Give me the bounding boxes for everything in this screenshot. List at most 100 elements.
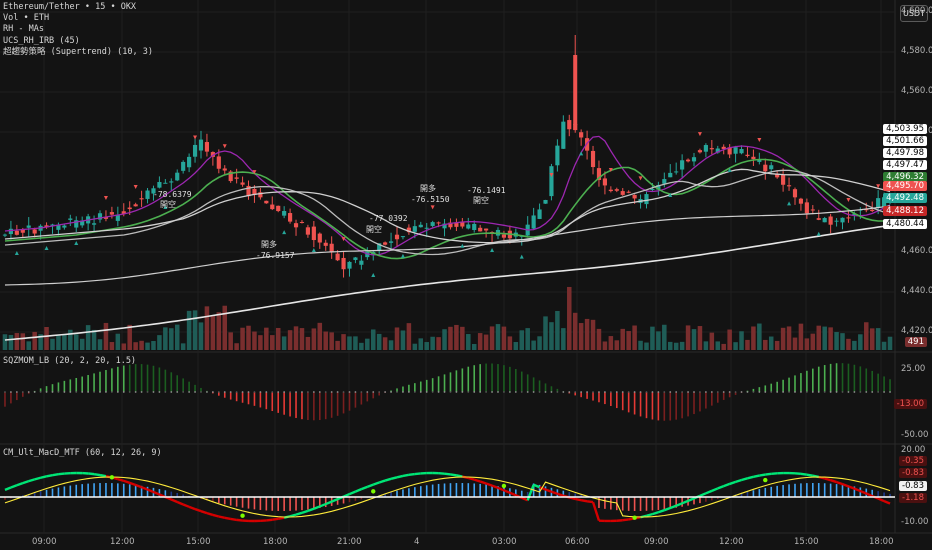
ucs-indicator-title[interactable]: UCS_RH_IRB (45) — [3, 35, 80, 46]
squeeze-dot — [253, 391, 256, 393]
volume-bar — [584, 318, 590, 350]
squeeze-dot — [467, 391, 470, 393]
volume-bar — [673, 342, 679, 350]
macd-line — [147, 488, 154, 494]
squeeze-dot — [889, 391, 891, 393]
macd-line — [402, 473, 410, 478]
time-axis-label: 12:00 — [719, 537, 744, 547]
squeeze-dot — [164, 391, 167, 393]
squeeze-bar — [10, 392, 12, 404]
candle — [757, 159, 762, 162]
squeeze-dot — [811, 391, 814, 393]
signal-line — [4, 476, 891, 518]
macd-tag: -0.83 — [899, 481, 927, 491]
price-tag: 4,497.47 — [883, 160, 927, 170]
volume-bar — [709, 332, 715, 350]
buy-marker — [727, 168, 732, 172]
squeeze-dot — [342, 391, 345, 393]
macd-histogram-bar — [336, 497, 339, 505]
volume-bar — [44, 326, 49, 350]
macd-histogram-bar — [627, 497, 630, 511]
squeeze-bar — [414, 383, 416, 392]
volume-bar — [347, 336, 352, 350]
macd-histogram-bar — [307, 497, 309, 510]
candle — [163, 182, 168, 184]
macd-histogram-bar — [414, 487, 416, 497]
candle — [246, 185, 251, 197]
squeeze-bar — [734, 392, 737, 395]
macd-histogram-bar — [122, 483, 125, 497]
squeeze-bar — [170, 372, 173, 392]
squeeze-dot — [657, 391, 660, 393]
buy-marker — [668, 193, 673, 197]
squeeze-dot — [324, 391, 327, 393]
squeeze-bar — [164, 369, 167, 392]
squeeze-bar — [301, 392, 303, 420]
candle — [74, 220, 79, 228]
macd-indicator-title[interactable]: CM_Ult_MacD_MTF (60, 12, 26, 9) — [3, 448, 162, 458]
candle — [383, 242, 388, 245]
squeeze-dot — [431, 391, 434, 393]
volume-indicator-title[interactable]: Vol • ETH — [3, 13, 50, 24]
macd-histogram-bar — [610, 497, 612, 510]
macd-histogram-bar — [354, 497, 357, 501]
macd-line — [622, 518, 629, 522]
volume-bar — [163, 327, 168, 350]
squeeze-dot — [140, 391, 143, 393]
volume-bar — [798, 323, 804, 350]
volume-bar — [483, 334, 489, 350]
squeeze-bar — [247, 392, 250, 405]
squeeze-dot — [170, 391, 173, 393]
squeeze-dot — [639, 391, 642, 393]
candle — [549, 166, 554, 197]
candle — [216, 156, 221, 169]
ma-long-line — [4, 225, 891, 341]
macd-histogram-bar — [817, 483, 820, 497]
squeeze-bar — [128, 364, 131, 392]
ma-green-line — [4, 158, 891, 260]
squeeze-bar — [663, 392, 666, 421]
squeeze-indicator-title[interactable]: SQZMOM_LB (20, 2, 20, 1.5) — [3, 356, 137, 366]
squeeze-bar — [348, 392, 351, 411]
buy-marker — [371, 273, 376, 277]
candle — [822, 218, 827, 223]
volume-bar — [846, 338, 851, 350]
squeeze-dot — [568, 391, 571, 393]
squeeze-dot — [449, 391, 452, 393]
macd-histogram-bar — [716, 497, 719, 499]
squeeze-bar — [639, 392, 642, 417]
volume-bar — [388, 340, 394, 350]
candle — [329, 243, 334, 253]
squeeze-dot — [122, 391, 125, 393]
macd-histogram-bar — [182, 494, 184, 497]
buy-marker — [460, 243, 465, 248]
symbol-title[interactable]: Ethereum/Tether • 15 • OKX — [3, 2, 137, 12]
moving-averages-title[interactable]: RH - MAs — [3, 24, 44, 35]
signal-annotation: 開空 — [366, 225, 382, 234]
candle — [739, 149, 744, 154]
macd-line — [580, 499, 588, 503]
squeeze-dot — [752, 391, 755, 393]
macd-histogram-bar — [740, 493, 743, 497]
currency-button[interactable]: USDT — [900, 5, 928, 22]
squeeze-dot — [295, 391, 297, 393]
macd-line — [467, 476, 475, 481]
macd-histogram-bar — [758, 489, 761, 497]
candle — [650, 188, 655, 190]
supertrend-indicator-title[interactable]: 超趨勢策略 (Supertrend) (10, 3) — [3, 46, 153, 57]
candle — [103, 216, 109, 219]
candle — [614, 189, 619, 191]
squeeze-bar — [889, 379, 891, 392]
squeeze-bar — [752, 388, 755, 392]
time-axis-label: 4 — [414, 537, 420, 547]
volume-bar — [614, 340, 620, 350]
squeeze-bar — [467, 366, 470, 392]
candle — [567, 120, 572, 130]
macd-line — [301, 509, 309, 514]
candle — [864, 209, 869, 211]
candle — [632, 194, 637, 199]
squeeze-dot — [206, 391, 208, 393]
squeeze-bar — [556, 388, 559, 392]
